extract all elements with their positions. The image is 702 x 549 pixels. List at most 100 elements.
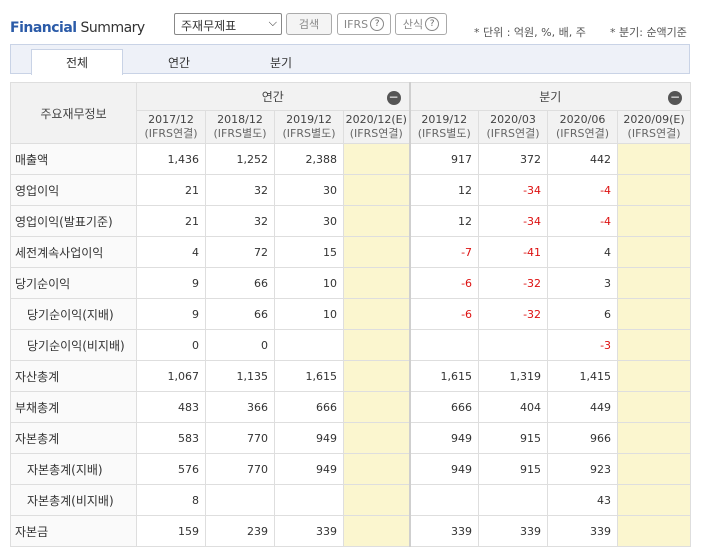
table-row: 당기순이익(비지배) 0 0 -3 [10,329,692,361]
financial-summary-table: 주요재무정보 연간 − 분기 − 2017/12 (IFRS연결) 2018/12(… [10,82,692,547]
value-cell: 2,388 [274,143,344,175]
row-label[interactable]: 당기순이익(지배) [10,298,137,330]
collapse-quarter-icon[interactable]: − [668,90,683,105]
annual-group-header: 연간 − [135,82,411,111]
value-cell: 442 [547,143,619,175]
chevron-down-icon: ⌵ [268,16,277,29]
table-row: 자산총계 1,067 1,135 1,615 1,615 1,319 1,415 [10,360,692,392]
period-date: 2020/12(E) [345,113,407,126]
value-cell: 915 [478,422,549,454]
value-cell: 915 [478,453,549,485]
formula-button[interactable]: 산식 ? [395,13,447,35]
row-label[interactable]: 자본총계(비지배) [10,484,137,516]
value-cell [617,453,692,485]
value-cell: 8 [136,484,206,516]
value-cell: 0 [136,329,206,361]
value-cell: 666 [408,391,480,423]
value-cell: 1,436 [136,143,206,175]
value-cell: 1,135 [205,360,275,392]
row-label[interactable]: 영업이익 [10,174,137,206]
table-row: 자본총계 583 770 949 949 915 966 [10,422,692,454]
period-date: 2019/12 [286,113,332,126]
value-cell [408,484,480,516]
table-row: 자본총계(비지배) 8 43 [10,484,692,516]
row-label[interactable]: 당기순이익(비지배) [10,329,137,361]
row-label[interactable]: 자본금 [10,515,137,547]
value-cell [342,391,411,423]
statement-type-value: 주재무제표 [181,19,237,33]
value-cell: 949 [274,422,344,454]
value-cell: -34 [478,174,549,206]
period-basis: (IFRS연결) [627,127,681,140]
unit-note: * 단위 : 억원, %, 배, 주 [474,26,586,39]
value-cell [205,484,275,516]
period-basis: (IFRS연결) [556,127,610,140]
value-cell: 949 [274,453,344,485]
table-row: 매출액 1,436 1,252 2,388 917 372 442 [10,143,692,175]
ifrs-button[interactable]: IFRS ? [337,13,391,35]
help-icon: ? [370,17,385,31]
period-basis: (IFRS별도) [417,127,471,140]
quarter-group-label: 분기 [539,90,562,104]
search-button[interactable]: 검색 [286,13,332,35]
row-label[interactable]: 부채총계 [10,391,137,423]
value-cell [478,329,549,361]
period-basis: (IFRS별도) [282,127,336,140]
row-label[interactable]: 매출액 [10,143,137,175]
value-cell: 9 [136,298,206,330]
value-cell [342,174,411,206]
value-cell: 21 [136,174,206,206]
period-header: 2020/12(E) (IFRS연결) [342,110,411,144]
value-cell [408,329,480,361]
ifrs-button-label: IFRS [343,17,369,31]
value-cell [617,360,692,392]
value-cell: 949 [408,422,480,454]
value-cell: 770 [205,422,275,454]
value-cell [342,360,411,392]
row-label[interactable]: 영업이익(발표기준) [10,205,137,237]
value-cell: 30 [274,174,344,206]
value-cell: 32 [205,174,275,206]
value-cell: 15 [274,236,344,268]
value-cell [617,236,692,268]
formula-button-label: 산식 [402,18,424,31]
value-cell: 449 [547,391,619,423]
row-label[interactable]: 자산총계 [10,360,137,392]
row-label[interactable]: 세전계속사업이익 [10,236,137,268]
value-cell [617,143,692,175]
value-cell: 483 [136,391,206,423]
value-cell: 576 [136,453,206,485]
row-label[interactable]: 자본총계(지배) [10,453,137,485]
table-row: 부채총계 483 366 666 666 404 449 [10,391,692,423]
collapse-annual-icon[interactable]: − [386,90,401,105]
value-cell: 159 [136,515,206,547]
value-cell: 0 [205,329,275,361]
period-header: 2019/12 (IFRS별도) [408,110,480,144]
value-cell: 3 [547,267,619,299]
tab-quarter[interactable]: 분기 [269,55,293,70]
value-cell [274,329,344,361]
value-cell: 404 [478,391,549,423]
period-header: 2017/12 (IFRS연결) [136,110,206,144]
quarter-note: * 분기: 순액기준 [610,26,687,39]
row-label[interactable]: 당기순이익 [10,267,137,299]
period-basis: (IFRS연결) [349,127,403,140]
row-label[interactable]: 자본총계 [10,422,137,454]
table-row: 자본총계(지배) 576 770 949 949 915 923 [10,453,692,485]
value-cell [274,484,344,516]
page-title: Financial Summary [10,20,145,36]
search-button-label: 검색 [298,18,320,31]
value-cell: 923 [547,453,619,485]
value-cell: 339 [547,515,619,547]
value-cell [342,515,411,547]
statement-type-select[interactable]: 주재무제표 ⌵ [174,13,282,35]
value-cell [342,267,411,299]
tab-annual[interactable]: 연간 [167,55,191,70]
tab-all[interactable]: 전체 [31,49,123,75]
quarter-group-header: 분기 − [408,82,692,111]
value-cell [617,329,692,361]
value-cell [342,143,411,175]
value-cell: 339 [274,515,344,547]
value-cell: 770 [205,453,275,485]
value-cell: 12 [408,205,480,237]
